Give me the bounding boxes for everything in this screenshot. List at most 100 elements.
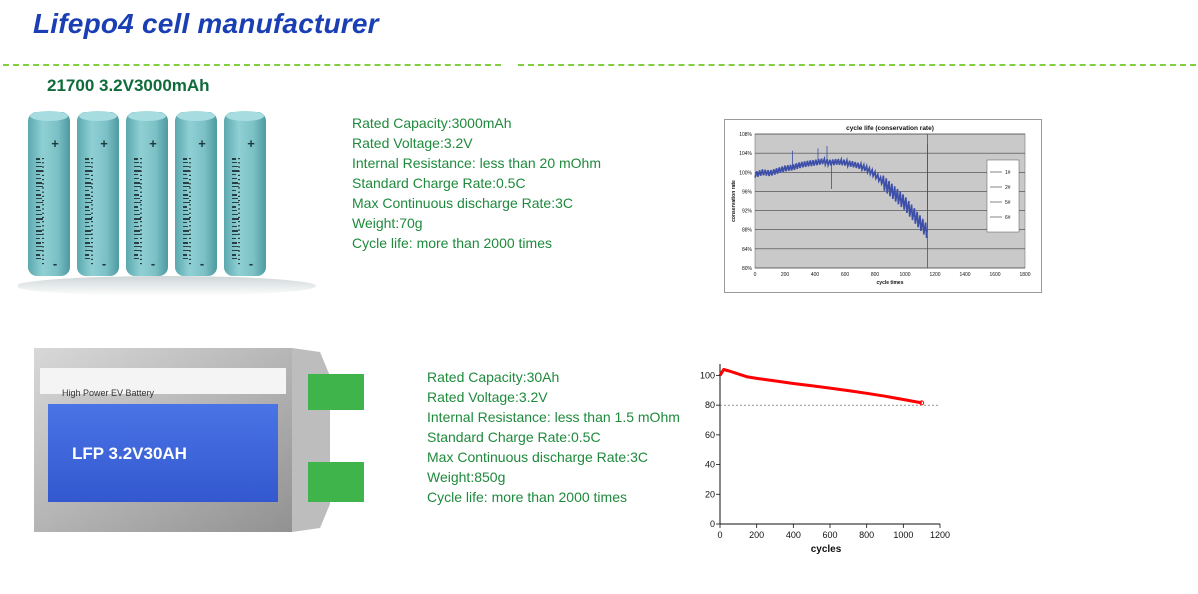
- terminal-minus: -: [151, 256, 155, 271]
- legend: 1# 2# 5# 6#: [986, 159, 1020, 233]
- terminal-minus: -: [102, 256, 106, 271]
- spec-charge-rate: Standard Charge Rate:0.5C: [352, 175, 526, 191]
- x-tick-label: 0: [754, 272, 757, 278]
- cell-top: [30, 111, 68, 121]
- cell-top: [177, 111, 215, 121]
- plot-area: [754, 133, 1026, 269]
- cell-body: [77, 112, 119, 276]
- spec-rated-voltage: Rated Voltage:3.2V: [352, 135, 473, 151]
- x-tick-label: 200: [781, 272, 790, 278]
- y-tick-label: 100: [700, 370, 715, 380]
- terminal-minus: -: [53, 256, 57, 271]
- terminal-plus: +: [198, 136, 206, 151]
- tab-top: [308, 374, 364, 410]
- cell-top: [128, 111, 166, 121]
- divider-left: [3, 64, 501, 66]
- cell-1: +-: [28, 111, 70, 276]
- x-tick-label: 0: [717, 530, 722, 540]
- y-tick-label: 104%: [739, 151, 752, 157]
- x-tick-label: 400: [811, 272, 820, 278]
- terminal-plus: +: [51, 136, 59, 151]
- barcode-print: [183, 158, 191, 265]
- cell-4: +-: [175, 111, 217, 276]
- cylindrical-cells-photo: +-+-+-+-+-: [18, 111, 316, 296]
- tab-bottom: [308, 462, 364, 502]
- cycle-life-chart-svg: cycle life (conservation rate) 80% 84% 88% 9…: [731, 125, 1031, 286]
- terminal-minus: -: [249, 256, 253, 271]
- x-tick-label: 1200: [930, 530, 950, 540]
- y-tick-label: 96%: [742, 189, 753, 195]
- cell-5: +-: [224, 111, 266, 276]
- x-tick-label: 1600: [989, 272, 1000, 278]
- y-tick-label: 84%: [742, 247, 753, 253]
- terminal-plus: +: [149, 136, 157, 151]
- y-axis-label: conservation rate: [731, 180, 737, 222]
- barcode-print: [134, 158, 142, 265]
- y-tick-label: 92%: [742, 209, 753, 215]
- barcode-print: [232, 158, 240, 265]
- y-tick-label: 0: [710, 519, 715, 529]
- cell-top: [226, 111, 264, 121]
- x-tick-label: 1800: [1019, 272, 1030, 278]
- x-tick-label: 600: [841, 272, 850, 278]
- legend-entry: 2#: [1005, 185, 1011, 191]
- x-tick-label: 1200: [929, 272, 940, 278]
- y-tick-label: 100%: [739, 170, 752, 176]
- x-tick-label: 800: [859, 530, 874, 540]
- spec-cycle-life: Cycle life: more than 2000 times: [352, 235, 552, 251]
- cell-body: [28, 112, 70, 276]
- x-tick-label: 600: [822, 530, 837, 540]
- label-strip: [40, 368, 286, 394]
- capacity-cycles-chart: 0 20 40 60 80 100 0 200 400 600 800 1000 1200 cycles: [696, 356, 960, 566]
- divider-right: [518, 64, 1196, 66]
- legend-entry: 5#: [1005, 200, 1011, 206]
- x-tick-label: 800: [871, 272, 880, 278]
- spec-weight: Weight:850g: [427, 469, 506, 485]
- series-line: [754, 155, 928, 239]
- spec-internal-resistance: Internal Resistance: less than 20 mOhm: [352, 155, 602, 171]
- y-tick-label: 80%: [742, 266, 753, 272]
- x-tick-label: 1000: [899, 272, 910, 278]
- cycle-life-chart: cycle life (conservation rate) 80% 84% 88% 9…: [724, 119, 1042, 293]
- x-axis-label: cycle times: [877, 280, 904, 286]
- specs-list-lfp30ah: Rated Capacity:30Ah Rated Voltage:3.2V I…: [427, 367, 680, 507]
- x-tick-label: 1000: [893, 530, 913, 540]
- spec-charge-rate: Standard Charge Rate:0.5C: [427, 429, 601, 445]
- pouch-battery-photo: High Power EV Battery LFP 3.2V30AH: [34, 348, 364, 532]
- x-tick-label: 200: [749, 530, 764, 540]
- spec-rated-voltage: Rated Voltage:3.2V: [427, 389, 548, 405]
- y-tick-label: 40: [705, 460, 715, 470]
- battery-main-label: LFP 3.2V30AH: [72, 444, 187, 463]
- y-tick-label: 60: [705, 430, 715, 440]
- label-panel: [48, 404, 278, 502]
- cell-body: [126, 112, 168, 276]
- x-axis-label: cycles: [811, 544, 842, 555]
- barcode-print: [36, 158, 44, 265]
- y-tick-label: 108%: [739, 132, 752, 138]
- spec-internal-resistance: Internal Resistance: less than 1.5 mOhm: [427, 409, 680, 425]
- spec-rated-capacity: Rated Capacity:30Ah: [427, 369, 560, 385]
- capacity-line: [718, 368, 922, 405]
- battery-top-label: High Power EV Battery: [62, 388, 155, 398]
- legend-entry: 6#: [1005, 215, 1011, 221]
- cell-2: +-: [77, 111, 119, 276]
- cell-body: [175, 112, 217, 276]
- page-title: Lifepo4 cell manufacturer: [33, 8, 379, 39]
- cell-body: [224, 112, 266, 276]
- y-tick-label: 80: [705, 400, 715, 410]
- terminal-minus: -: [200, 256, 204, 271]
- y-tick-label: 88%: [742, 228, 753, 234]
- end-marker: [919, 400, 925, 406]
- spec-cycle-life: Cycle life: more than 2000 times: [427, 489, 627, 505]
- cell-3: +-: [126, 111, 168, 276]
- spec-rated-capacity: Rated Capacity:3000mAh: [352, 115, 512, 131]
- x-tick-label: 1400: [959, 272, 970, 278]
- specs-list-21700: Rated Capacity:3000mAh Rated Voltage:3.2…: [352, 113, 601, 253]
- y-tick-label: 20: [705, 489, 715, 499]
- barcode-print: [85, 158, 93, 265]
- legend-entry: 1#: [1005, 170, 1011, 176]
- cell-top: [79, 111, 117, 121]
- legend-box: [986, 159, 1020, 233]
- chart-title: cycle life (conservation rate): [846, 125, 934, 132]
